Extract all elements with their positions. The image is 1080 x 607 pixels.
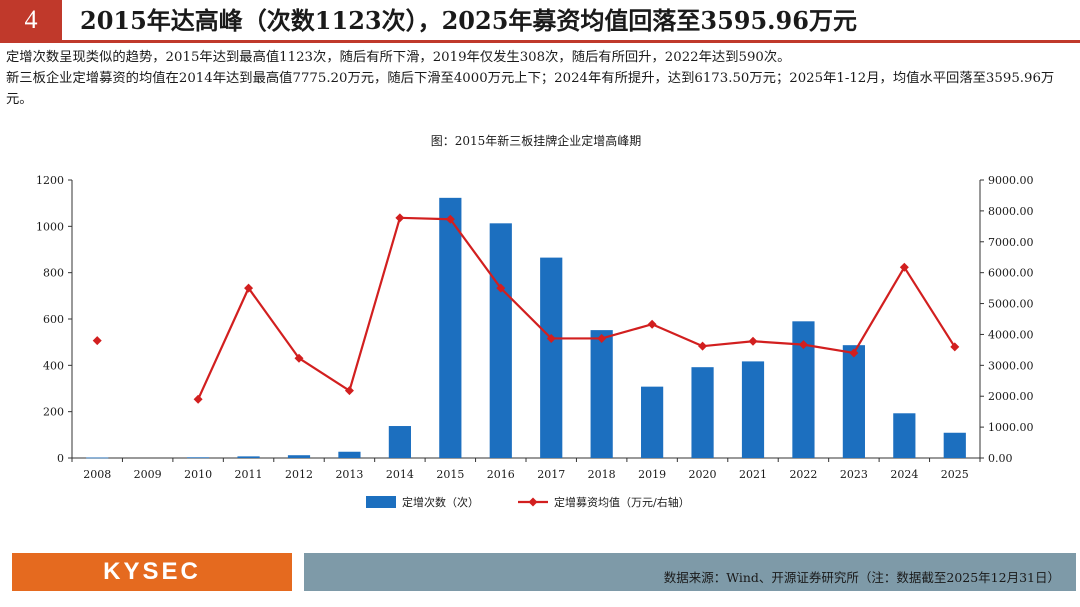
y-right-tick-label: 9000.00 bbox=[988, 174, 1034, 187]
x-axis-labels: 2008 2009 2010 2011 2012 2013 2014 2015 2016 2017… bbox=[83, 468, 969, 481]
bar bbox=[641, 386, 664, 458]
footer-source-bar: 数据来源：Wind、开源证券研究所（注：数据截至2025年12月31日） bbox=[304, 553, 1076, 591]
line-point bbox=[445, 214, 455, 224]
line-point bbox=[647, 319, 657, 329]
line-point bbox=[899, 262, 909, 272]
bar bbox=[338, 451, 361, 458]
legend-swatch-bars bbox=[366, 496, 396, 508]
y-right-tick-label: 5000.00 bbox=[988, 298, 1034, 311]
line-point bbox=[193, 394, 203, 404]
bar bbox=[691, 367, 714, 458]
y-left-tick-label: 800 bbox=[43, 267, 64, 280]
bar bbox=[943, 432, 966, 458]
line-point bbox=[92, 336, 102, 346]
bar bbox=[187, 457, 210, 459]
chart-title: 图：2015年新三板挂牌企业定增高峰期 bbox=[431, 133, 642, 148]
x-tick-label: 2022 bbox=[789, 468, 817, 481]
kysec-logo: KYSEC bbox=[103, 558, 201, 585]
bar bbox=[893, 413, 916, 458]
y-left-tick-label: 0 bbox=[57, 452, 64, 465]
y-left-tick-label: 1200 bbox=[36, 174, 64, 187]
x-tick-label: 2012 bbox=[285, 468, 313, 481]
line-point bbox=[395, 213, 405, 223]
header-divider bbox=[0, 40, 1080, 43]
line-point bbox=[546, 333, 556, 343]
line-point bbox=[496, 283, 506, 293]
line-point bbox=[597, 333, 607, 343]
x-tick-label: 2009 bbox=[134, 468, 162, 481]
line-point bbox=[244, 283, 254, 293]
line-point bbox=[798, 340, 808, 350]
y-right-tick-label: 1000.00 bbox=[988, 421, 1034, 434]
page-title: 2015年达高峰（次数1123次），2025年募资均值回落至3595.96万元 bbox=[80, 6, 857, 35]
body-text: 定增次数呈现类似的趋势，2015年达到最高值1123次，随后有所下滑，2019年… bbox=[6, 47, 1074, 110]
section-number: 4 bbox=[0, 0, 62, 40]
body-paragraph-2: 新三板企业定增募资的均值在2014年达到最高值7775.20万元，随后下滑至40… bbox=[6, 71, 1055, 107]
body-paragraph-1: 定增次数呈现类似的趋势，2015年达到最高值1123次，随后有所下滑，2019年… bbox=[6, 50, 791, 65]
line-point bbox=[950, 342, 960, 352]
bar bbox=[388, 426, 411, 458]
x-tick-label: 2014 bbox=[386, 468, 414, 481]
bar bbox=[439, 197, 462, 459]
x-tick-label: 2011 bbox=[235, 468, 263, 481]
y-right-tick-label: 6000.00 bbox=[988, 267, 1034, 280]
line-point bbox=[748, 336, 758, 346]
x-tick-label: 2013 bbox=[335, 468, 363, 481]
x-tick-label: 2023 bbox=[840, 468, 868, 481]
bar bbox=[489, 223, 512, 458]
y-right-tick-label: 8000.00 bbox=[988, 205, 1034, 218]
bar bbox=[590, 330, 613, 458]
y-left-tick-label: 600 bbox=[43, 313, 64, 326]
chart-legend: 定增次数（次） 定增募资均值（万元/右轴） bbox=[366, 495, 690, 509]
x-tick-label: 2018 bbox=[588, 468, 616, 481]
chart: 图：2015年新三板挂牌企业定增高峰期 0 200 400 600 800 1000 120… bbox=[36, 133, 1034, 509]
x-tick-label: 2016 bbox=[487, 468, 515, 481]
bar bbox=[741, 361, 765, 458]
x-tick-label: 2021 bbox=[739, 468, 767, 481]
bar bbox=[86, 457, 109, 459]
y-right-tick-label: 0.00 bbox=[988, 452, 1013, 465]
line-series bbox=[92, 213, 960, 404]
bar bbox=[540, 257, 563, 458]
y-right-tick-label: 3000.00 bbox=[988, 359, 1034, 372]
bar bbox=[287, 455, 311, 458]
x-tick-label: 2010 bbox=[184, 468, 212, 481]
bar bbox=[237, 456, 260, 458]
x-tick-label: 2020 bbox=[689, 468, 717, 481]
bar bbox=[842, 345, 865, 458]
bar-series bbox=[86, 197, 966, 459]
x-tick-label: 2024 bbox=[890, 468, 918, 481]
x-tick-label: 2017 bbox=[537, 468, 565, 481]
series-line bbox=[197, 216, 956, 400]
y-right-tick-label: 7000.00 bbox=[988, 236, 1034, 249]
data-source-note: 数据来源：Wind、开源证券研究所（注：数据截至2025年12月31日） bbox=[663, 570, 1060, 585]
line-point bbox=[698, 341, 708, 351]
legend-label-bars: 定增次数（次） bbox=[402, 495, 479, 509]
line-point bbox=[294, 353, 304, 363]
legend-marker-line bbox=[528, 497, 538, 507]
y-right-tick-label: 2000.00 bbox=[988, 390, 1034, 403]
y-right-tick-label: 4000.00 bbox=[988, 328, 1034, 341]
bar bbox=[792, 321, 815, 458]
y-left-tick-label: 200 bbox=[43, 406, 64, 419]
x-tick-label: 2025 bbox=[941, 468, 969, 481]
line-point bbox=[849, 348, 859, 358]
y-left-tick-label: 1000 bbox=[36, 220, 64, 233]
x-tick-label: 2019 bbox=[638, 468, 666, 481]
line-point bbox=[344, 386, 354, 396]
y-left-tick-label: 400 bbox=[43, 359, 64, 372]
chart-axes: 0 200 400 600 800 1000 1200 0.00 1000.00 2000.00 3… bbox=[36, 174, 1034, 465]
x-tick-label: 2008 bbox=[83, 468, 111, 481]
x-tick-label: 2015 bbox=[436, 468, 464, 481]
legend-label-line: 定增募资均值（万元/右轴） bbox=[554, 495, 690, 509]
footer-logo-bar: KYSEC bbox=[12, 553, 292, 591]
